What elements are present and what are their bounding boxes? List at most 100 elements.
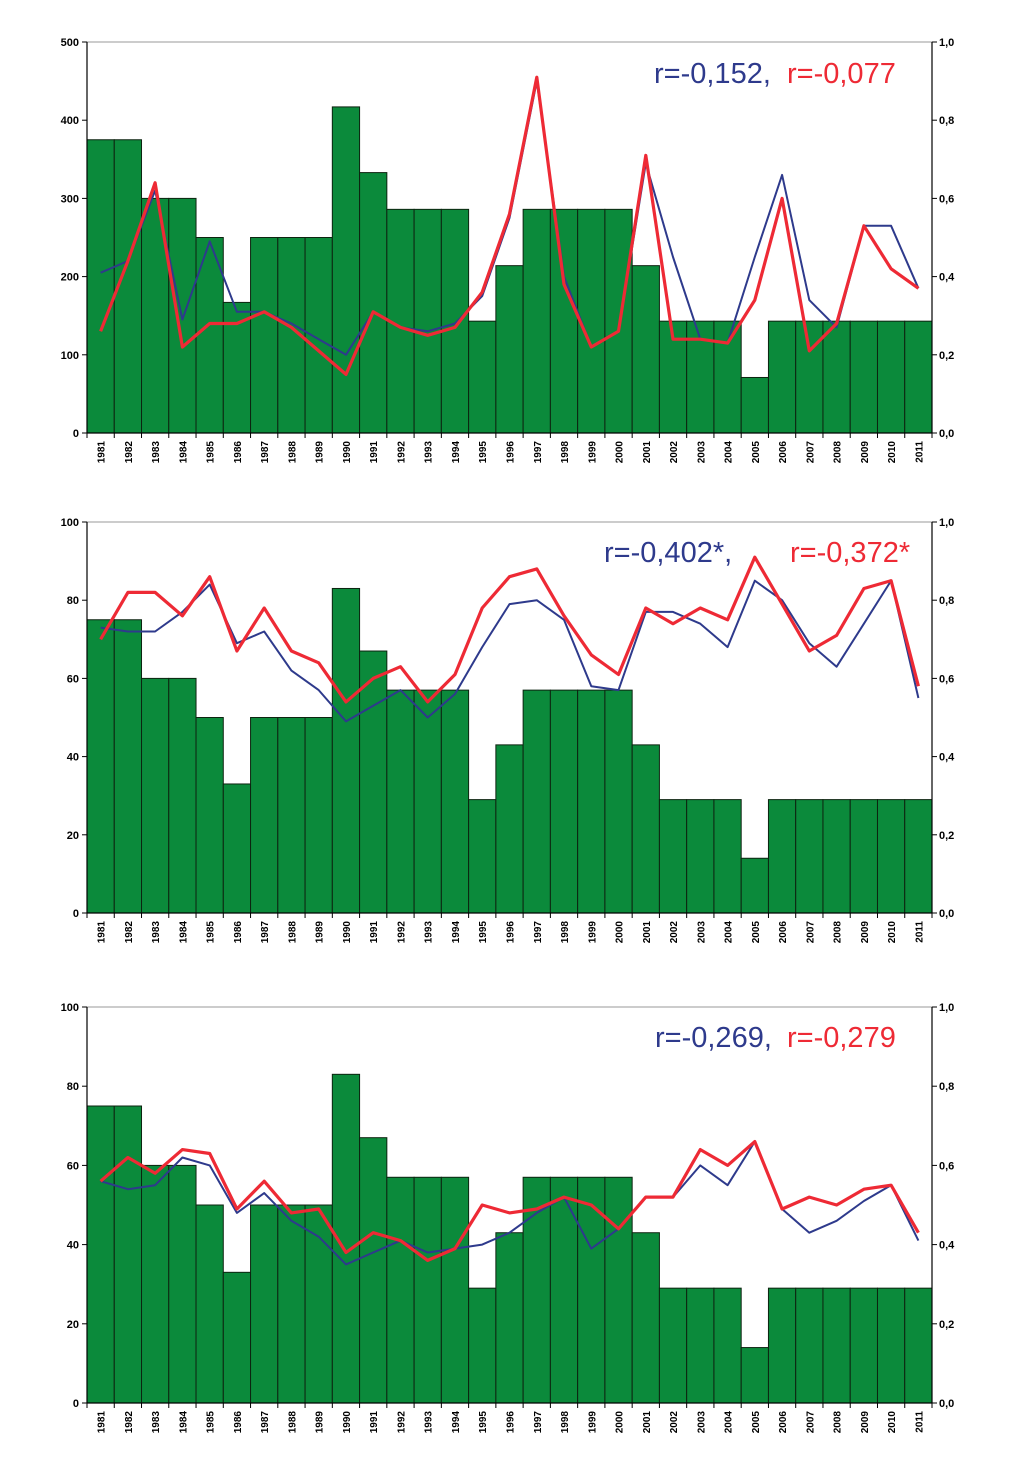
year-label-1997: 1997 — [533, 1411, 544, 1434]
year-label-1997: 1997 — [533, 921, 544, 944]
bar-1991 — [359, 650, 388, 914]
bar-2009 — [849, 799, 878, 914]
left-tick-label: 500 — [61, 37, 79, 49]
bar-2003 — [686, 799, 715, 914]
bar-1996 — [495, 1232, 524, 1404]
bar-1997 — [522, 208, 551, 434]
bar-1983 — [141, 677, 170, 914]
year-label-1998: 1998 — [560, 921, 571, 944]
year-label-2002: 2002 — [669, 921, 680, 944]
year-label-1984: 1984 — [178, 1411, 189, 1434]
bar-2010 — [876, 320, 906, 434]
red-series-line — [99, 1139, 920, 1263]
bar-2000 — [604, 1176, 633, 1404]
right-tick-label: 0,8 — [939, 595, 954, 607]
bar-1997 — [522, 689, 551, 914]
bar-1999 — [577, 689, 606, 914]
bar-1988 — [277, 1204, 306, 1404]
year-label-1986: 1986 — [233, 441, 244, 464]
bar-2010 — [876, 1287, 906, 1404]
correlation-blue: r=-0,152, — [654, 58, 771, 90]
year-label-1981: 1981 — [97, 441, 108, 464]
right-tick-label: 0,4 — [939, 272, 955, 284]
bar-2000 — [604, 689, 633, 914]
year-label-1984: 1984 — [178, 921, 189, 944]
bar-1993 — [413, 208, 442, 434]
year-label-1989: 1989 — [315, 441, 326, 464]
year-label-1983: 1983 — [151, 441, 162, 464]
right-tick-label: 0,8 — [939, 1081, 954, 1093]
year-label-1991: 1991 — [369, 441, 380, 464]
left-tick-label: 60 — [67, 673, 79, 685]
left-tick-label: 0 — [73, 428, 79, 440]
bar-2010 — [876, 799, 906, 914]
right-tick-label: 0,2 — [939, 350, 954, 362]
bar-1995 — [468, 320, 497, 434]
bar-2003 — [686, 1287, 715, 1404]
right-tick-label: 0,0 — [939, 1398, 954, 1410]
year-label-2004: 2004 — [724, 441, 735, 464]
bar-2008 — [822, 320, 851, 434]
year-label-1993: 1993 — [424, 921, 435, 944]
year-label-2003: 2003 — [696, 441, 707, 464]
bar-2007 — [795, 799, 824, 914]
year-label-1994: 1994 — [451, 441, 462, 464]
year-label-1999: 1999 — [587, 441, 598, 464]
year-label-2000: 2000 — [615, 1411, 626, 1434]
year-label-1981: 1981 — [97, 921, 108, 944]
left-tick-label: 200 — [61, 272, 79, 284]
year-label-2009: 2009 — [860, 921, 871, 944]
left-tick-label: 60 — [67, 1160, 79, 1172]
bar-1991 — [359, 172, 388, 434]
bar-2004 — [713, 799, 742, 914]
year-label-1992: 1992 — [396, 1411, 407, 1434]
correlation-blue: r=-0,269, — [655, 1022, 772, 1054]
year-label-1982: 1982 — [124, 441, 135, 464]
year-label-1994: 1994 — [451, 1411, 462, 1434]
right-tick-label: 0,4 — [939, 752, 955, 764]
year-label-2002: 2002 — [669, 1411, 680, 1434]
bar-2006 — [767, 799, 797, 914]
year-label-2005: 2005 — [751, 1411, 762, 1434]
bar-1995 — [468, 799, 497, 914]
bar-1996 — [495, 265, 524, 434]
year-label-1986: 1986 — [233, 921, 244, 944]
year-label-1993: 1993 — [424, 1411, 435, 1434]
bar-1989 — [304, 717, 333, 914]
left-tick-label: 400 — [61, 115, 79, 127]
right-tick-label: 0,2 — [939, 1319, 954, 1331]
year-label-2001: 2001 — [642, 441, 653, 464]
left-tick-label: 100 — [61, 350, 79, 362]
bar-2001 — [631, 1232, 660, 1404]
bar-1988 — [277, 717, 306, 914]
year-label-2007: 2007 — [805, 1411, 816, 1434]
bar-2005 — [740, 376, 769, 434]
bar-1990 — [331, 106, 361, 434]
right-tick-label: 0,2 — [939, 830, 954, 842]
year-label-1996: 1996 — [506, 441, 517, 464]
left-tick-label: 20 — [67, 830, 79, 842]
year-label-1994: 1994 — [451, 921, 462, 944]
bar-2008 — [822, 799, 851, 914]
left-tick-label: 300 — [61, 193, 79, 205]
bar-1994 — [440, 1176, 470, 1404]
year-label-2011: 2011 — [914, 921, 925, 943]
bar-1998 — [549, 1176, 579, 1404]
year-label-1989: 1989 — [315, 921, 326, 944]
year-label-1992: 1992 — [396, 441, 407, 464]
bar-1995 — [468, 1287, 497, 1404]
year-label-1992: 1992 — [396, 921, 407, 944]
bar-2011 — [904, 799, 933, 914]
chart-panel-1: 0 100 200 300 400 500 0,0 0,2 0,4 0,6 0,8 1,0 1981 19… — [61, 37, 956, 463]
bar-1985 — [195, 1204, 224, 1404]
year-label-1983: 1983 — [151, 921, 162, 944]
year-label-1987: 1987 — [260, 441, 271, 464]
year-label-1996: 1996 — [506, 921, 517, 944]
bar-1987 — [250, 1204, 279, 1404]
bar-1982 — [113, 1105, 143, 1404]
bar-1981 — [86, 619, 115, 914]
bar-1991 — [359, 1137, 388, 1404]
correlation-red: r=-0,372* — [790, 537, 910, 569]
year-label-2008: 2008 — [833, 441, 844, 464]
year-label-2001: 2001 — [642, 921, 653, 944]
